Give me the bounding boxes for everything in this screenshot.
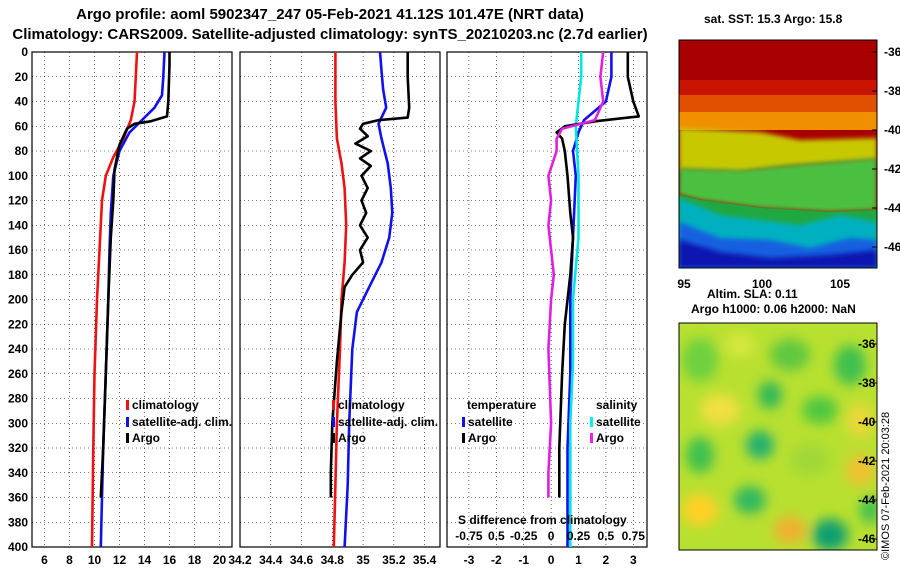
x-tick-label: 34.4 [259, 553, 283, 567]
chart-title-line1: Argo profile: aoml 5902347_247 05-Feb-20… [76, 6, 584, 23]
chart-title-line2: Climatology: CARS2009. Satellite-adjuste… [12, 26, 648, 43]
legend-argo-sal: Argo [332, 431, 366, 445]
x-tick-label: 34.8 [321, 553, 345, 567]
series-temperature-argo [555, 52, 641, 498]
sst-x-tick-label: 105 [830, 277, 850, 291]
subtick-label: 0.25 [566, 529, 591, 543]
legend-climatology-temp: climatology [126, 398, 199, 412]
legend-argo-sal-diff: Argo [590, 431, 624, 445]
footer-timestamp: ©IMOS 07-Feb-2021 20:03:28 [880, 411, 892, 560]
subtick-label: 0 [547, 529, 555, 543]
y-tick-label: 40 [15, 95, 29, 109]
sla-y-tick-label: -40 [858, 415, 876, 429]
sst-map [679, 40, 877, 268]
legend-sat-temp-diff: satellite [462, 415, 513, 429]
y-tick-label: 200 [8, 293, 28, 307]
sst-x-tick-label: 100 [752, 277, 772, 291]
legend-salinity-title: salinity [596, 398, 638, 412]
sla-map-frame [678, 322, 878, 551]
sst-y-tick-label: -42 [884, 162, 900, 176]
y-tick-label: 160 [8, 243, 28, 257]
sst-map-title: sat. SST: 15.3 Argo: 15.8 [704, 12, 843, 26]
x-tick-label: 35.4 [413, 553, 437, 567]
y-tick-label: 400 [8, 540, 28, 554]
x-tick-label: 16 [163, 553, 177, 567]
x-tick-label: 18 [188, 553, 202, 567]
x-tick-label: -2 [491, 553, 502, 567]
sla-y-tick-label: -44 [858, 493, 876, 507]
series-argo [99, 52, 171, 498]
y-tick-label: 320 [8, 441, 28, 455]
x-tick-label: 35 [356, 553, 370, 567]
sla-map [679, 323, 877, 550]
sst-x-tick-label: 95 [677, 277, 691, 291]
y-tick-label: 340 [8, 466, 28, 480]
y-tick-label: 280 [8, 392, 28, 406]
x-tick-label: 1 [575, 553, 582, 567]
y-tick-label: 220 [8, 317, 28, 331]
y-tick-label: 240 [8, 342, 28, 356]
y-tick-label: 260 [8, 367, 28, 381]
y-tick-label: 80 [15, 144, 29, 158]
sst-map-frame [678, 39, 878, 269]
subtick-label: -0.75 [455, 529, 483, 543]
y-tick-label: 20 [15, 70, 29, 84]
sst-y-tick-label: -44 [884, 201, 900, 215]
series-climatology [332, 52, 348, 548]
x-tick-label: 35.2 [382, 553, 406, 567]
legend-sat-sal-diff: satellite [590, 415, 641, 429]
subtick-label: 0.5 [487, 529, 505, 543]
series-temperature-satellite [566, 52, 613, 547]
y-tick-label: 380 [8, 515, 28, 529]
sst-y-tick-label: -38 [884, 84, 900, 98]
legend-argo-temp-diff: Argo [462, 431, 496, 445]
y-tick-label: 120 [8, 194, 28, 208]
legend-satellite-sal: satellite-adj. clim. [332, 415, 438, 429]
sla-map-title-line1: Altim. SLA: 0.11 [707, 287, 798, 301]
legend-satellite-temp: satellite-adj. clim. [126, 415, 232, 429]
x-tick-label: 20 [213, 553, 227, 567]
x-tick-label: 12 [113, 553, 127, 567]
sla-y-tick-label: -42 [858, 454, 876, 468]
y-tick-label: 0 [21, 45, 28, 59]
series-salinity-argo [547, 51, 605, 498]
sla-y-tick-label: -46 [858, 532, 876, 546]
x-tick-label: -1 [518, 553, 529, 567]
y-tick-label: 360 [8, 491, 28, 505]
sla-y-tick-label: -36 [858, 337, 876, 351]
sla-map-title-line2: Argo h1000: 0.06 h2000: NaN [691, 302, 856, 316]
difference-subticks: -0.75 0.5 -0.25 0 0.25 0.5 0.75 [0, 529, 900, 545]
x-tick-label: -3 [464, 553, 475, 567]
subtick-label: -0.25 [510, 529, 538, 543]
legend-argo-temp: Argo [126, 431, 160, 445]
sst-y-tick-label: -40 [884, 123, 900, 137]
x-tick-label: 2 [603, 553, 610, 567]
legend-climatology-sal: climatology [332, 398, 405, 412]
series-argo [329, 52, 411, 498]
x-tick-label: 0 [548, 553, 555, 567]
x-tick-label: 3 [630, 553, 637, 567]
sst-y-tick-label: -46 [884, 240, 900, 254]
x-tick-label: 34.6 [290, 553, 314, 567]
y-tick-label: 60 [15, 119, 29, 133]
x-tick-label: 14 [138, 553, 152, 567]
y-tick-label: 300 [8, 416, 28, 430]
legend-temperature-title: temperature [467, 398, 537, 412]
y-tick-label: 140 [8, 218, 28, 232]
subtick-label: 0.75 [621, 529, 645, 543]
difference-xlabel: S difference from climatology [458, 513, 627, 527]
x-tick-label: 6 [41, 553, 48, 567]
series-satellite-adj-clim- [343, 51, 394, 548]
subtick-label: 0.5 [597, 529, 615, 543]
sst-y-tick-label: -36 [884, 45, 900, 59]
series-climatology [90, 51, 139, 548]
x-tick-label: 34.2 [228, 553, 252, 567]
series-salinity-satellite [568, 52, 583, 547]
x-tick-label: 8 [66, 553, 73, 567]
sla-y-tick-label: -38 [858, 376, 876, 390]
y-tick-label: 100 [8, 169, 28, 183]
y-tick-label: 180 [8, 268, 28, 282]
x-tick-label: 10 [88, 553, 102, 567]
